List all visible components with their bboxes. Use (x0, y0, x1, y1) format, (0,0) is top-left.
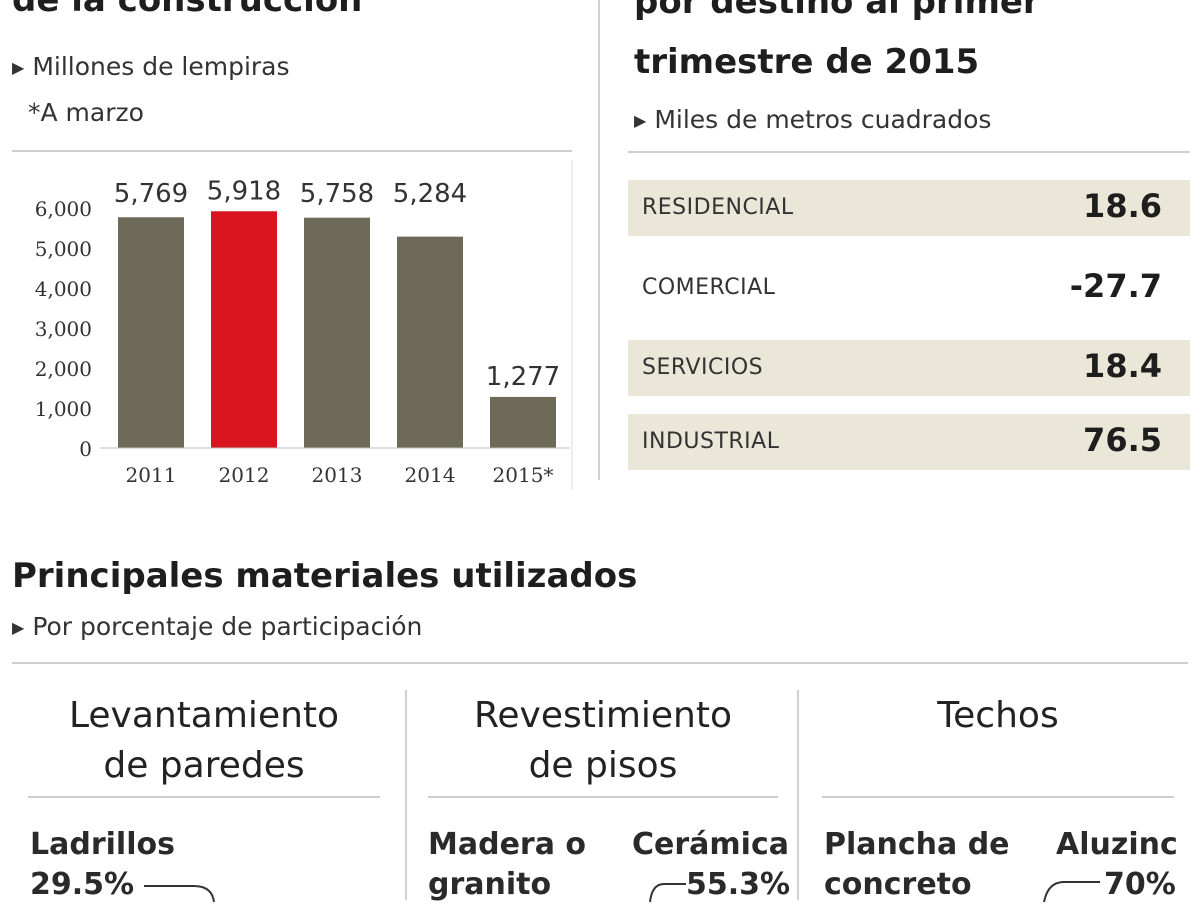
table-row-label: INDUSTRIAL (642, 429, 780, 454)
data-label: 5,758 (300, 179, 374, 209)
leader-line (144, 885, 215, 902)
material-plancha-line2: concreto (824, 867, 972, 902)
table-row-value: 76.5 (1083, 421, 1162, 459)
material-ceramica: Cerámica (632, 827, 789, 862)
x-tick-label: 2011 (126, 463, 177, 487)
x-tick-label: 2013 (312, 463, 363, 487)
table-row-value: -27.7 (1069, 267, 1162, 305)
left-chart-top-rule (12, 150, 572, 152)
right-table-unit: ▶ Miles de metros cuadrados (634, 105, 992, 134)
data-label: 5,918 (207, 176, 281, 206)
bar-2015 (490, 396, 556, 448)
x-tick-label: 2015* (493, 463, 554, 487)
table-row-value: 18.4 (1083, 347, 1162, 385)
triangle-bullet-icon: ▶ (12, 618, 25, 637)
material-aluzinc-value: 70% (1104, 867, 1176, 902)
panel-title-floors-line1: Revestimiento (473, 695, 733, 736)
triangle-bullet-icon: ▶ (634, 111, 647, 130)
panel-rule (822, 796, 1174, 798)
table-row (628, 414, 1190, 470)
material-ceramica-value: 55.3% (686, 867, 791, 902)
data-label: 5,769 (114, 179, 188, 209)
data-label: 5,284 (393, 179, 467, 209)
x-tick-label: 2014 (405, 463, 456, 487)
y-tick-label: 1,000 (35, 397, 92, 421)
material-madera-line1: Madera o (428, 827, 587, 862)
panel-rule (428, 796, 778, 798)
bar-2014 (397, 236, 463, 448)
leader-line (649, 883, 686, 902)
panel-title-floors-line2: de pisos (528, 745, 678, 786)
panel-title-walls-line2: de paredes (103, 745, 305, 786)
material-madera-line2: granito (428, 867, 552, 902)
data-label: 1,277 (486, 362, 560, 392)
material-ladrillos-value: 29.5% (30, 867, 135, 902)
x-tick-label: 2012 (219, 463, 270, 487)
panel-rule (28, 796, 380, 798)
left-chart-title: de la construcción (12, 0, 363, 20)
material-aluzinc: Aluzinc (1056, 827, 1178, 862)
top-divider (598, 0, 600, 480)
left-chart-unit: ▶ Millones de lempiras (12, 52, 290, 81)
y-tick-label: 3,000 (35, 317, 92, 341)
table-row-label: RESIDENCIAL (642, 195, 794, 220)
panel-title-roofs: Techos (937, 695, 1059, 736)
material-ladrillos: Ladrillos (30, 827, 175, 862)
panel-divider-1 (405, 690, 407, 900)
left-chart-note: *A marzo (28, 98, 144, 127)
bar-2011 (118, 217, 184, 448)
materials-unit: ▶ Por porcentaje de participación (12, 612, 423, 641)
y-tick-label: 6,000 (35, 197, 92, 221)
panel-title-walls-line1: Levantamiento (68, 695, 340, 736)
y-tick-label: 0 (79, 437, 92, 461)
right-table-title-line1: por destino al primer (634, 0, 1040, 22)
materials-title: Principales materiales utilizados (12, 556, 638, 596)
materials-top-rule (12, 662, 1188, 664)
triangle-bullet-icon: ▶ (12, 58, 25, 77)
panel-divider-2 (797, 690, 799, 900)
right-table-title-line2: trimestre de 2015 (634, 42, 980, 82)
y-tick-label: 4,000 (35, 277, 92, 301)
bar-2012 (211, 211, 277, 448)
y-tick-label: 2,000 (35, 357, 92, 381)
bar-2013 (304, 217, 370, 448)
table-row-label: SERVICIOS (642, 355, 764, 380)
table-row (628, 180, 1190, 236)
leader-line (1043, 881, 1100, 902)
y-tick-label: 5,000 (35, 237, 92, 261)
table-row-value: 18.6 (1083, 187, 1162, 225)
right-table-top-rule (628, 151, 1190, 153)
table-row (628, 340, 1190, 396)
table-row-label: COMERCIAL (642, 275, 776, 300)
bar-chart: 6,000 5,000 4,000 3,000 2,000 1,000 0 5,769 2011… (35, 160, 573, 490)
material-plancha-line1: Plancha de (824, 827, 1010, 862)
